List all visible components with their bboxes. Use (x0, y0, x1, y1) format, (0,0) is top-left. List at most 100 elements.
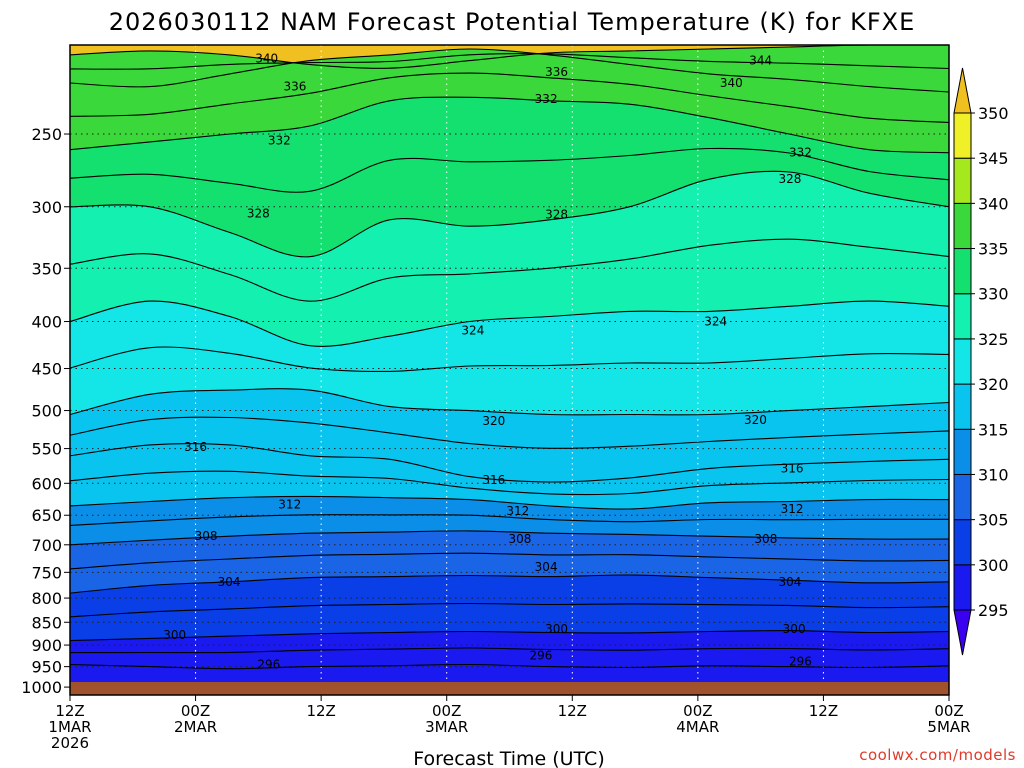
colorbar-label-345: 345 (978, 149, 1009, 168)
contour-label-296: 296 (257, 658, 280, 672)
y-tick-label-650: 650 (31, 506, 62, 525)
y-tick-label-250: 250 (31, 125, 62, 144)
y-tick-label-700: 700 (31, 536, 62, 555)
y-tick-label-800: 800 (31, 589, 62, 608)
contour-310 (70, 514, 949, 526)
x-tick-label-84-1: 5MAR (927, 718, 970, 736)
colorbar-segment-295 (953, 564, 972, 611)
y-tick-label-750: 750 (31, 563, 62, 582)
contour-314 (70, 470, 949, 496)
x-tick-label-0-1: 1MAR (48, 718, 91, 736)
contour-label-296: 296 (529, 649, 552, 663)
y-tick-label-450: 450 (31, 360, 62, 379)
credit-text: coolwx.com/models (859, 746, 1016, 764)
contour-label-308: 308 (754, 532, 777, 546)
contour-label-300: 300 (163, 628, 186, 642)
y-tick-label-550: 550 (31, 440, 62, 459)
x-tick-label-12-1: 2MAR (174, 718, 217, 736)
plot-area (70, 45, 949, 695)
colorbar-segment-325 (953, 293, 972, 340)
contour-label-328: 328 (778, 172, 801, 186)
x-tick-label-60-1: 4MAR (676, 718, 719, 736)
contour-304 (70, 574, 949, 594)
colorbar-segment-320 (953, 338, 972, 385)
contour-300 (70, 630, 949, 642)
x-tick-label-36-0: 00Z (432, 702, 461, 720)
colorbar-segment-315 (953, 383, 972, 430)
colorbar-label-305: 305 (978, 511, 1009, 530)
colorbar-label-300: 300 (978, 556, 1009, 575)
colorbar-segment-330 (953, 248, 972, 295)
contour-label-300: 300 (783, 622, 806, 636)
contour-label-300: 300 (545, 622, 568, 636)
y-tick-label-850: 850 (31, 613, 62, 632)
y-tick-label-900: 900 (31, 636, 62, 655)
contour-label-312: 312 (278, 498, 301, 512)
contour-326 (70, 238, 949, 302)
contour-330 (70, 147, 949, 193)
contour-label-304: 304 (535, 560, 558, 574)
contour-label-320: 320 (744, 413, 767, 427)
x-axis-label: Forecast Time (UTC) (413, 748, 604, 768)
contour-label-332: 332 (268, 133, 291, 147)
y-tick-label-350: 350 (31, 259, 62, 278)
plot-frame (69, 44, 950, 696)
contour-label-312: 312 (506, 504, 529, 518)
x-tick-label-60-0: 00Z (683, 702, 712, 720)
contour-label-340: 340 (255, 52, 278, 66)
colorbar-segment-340 (953, 157, 972, 204)
colorbar-label-315: 315 (978, 420, 1009, 439)
colorbar-label-340: 340 (978, 194, 1009, 213)
colorbar-segment-305 (953, 473, 972, 521)
y-tick-label-950: 950 (31, 658, 62, 677)
colorbar-label-310: 310 (978, 465, 1009, 484)
contour-312 (70, 495, 949, 510)
y-tick-label-400: 400 (31, 313, 62, 332)
colorbar-segment-310 (953, 428, 972, 475)
contour-label-336: 336 (284, 80, 307, 94)
contour-label-328: 328 (247, 206, 270, 220)
x-tick-label-48-0: 12Z (558, 702, 587, 720)
contour-label-308: 308 (195, 529, 218, 543)
contour-label-332: 332 (535, 92, 558, 106)
contour-332 (70, 96, 949, 154)
colorbar-label-335: 335 (978, 240, 1009, 259)
contour-318 (70, 416, 949, 449)
contour-label-304: 304 (218, 575, 241, 589)
y-axis: 250 300 350 400 450 500 550 600 650 700 750 800 850 9… (21, 125, 70, 697)
colorbar-segment-345 (953, 112, 972, 159)
x-tick-label-0-0: 12Z (55, 702, 84, 720)
contour-label-312: 312 (781, 502, 804, 516)
x-tick-label-24-0: 12Z (306, 702, 335, 720)
y-tick-label-1000: 1000 (21, 678, 62, 697)
colorbar-label-330: 330 (978, 285, 1009, 304)
chart-title: 2026030112 NAM Forecast Potential Temper… (109, 8, 916, 36)
contour-label-332: 332 (789, 146, 812, 160)
x-tick-label-72-0: 12Z (809, 702, 838, 720)
contour-label-304: 304 (778, 575, 801, 589)
contour-label-320: 320 (482, 414, 505, 428)
contour-label-316: 316 (184, 440, 207, 454)
y-tick-label-300: 300 (31, 198, 62, 217)
colorbar-label-325: 325 (978, 330, 1009, 349)
contour-label-324: 324 (461, 323, 484, 337)
colorbar-label-350: 350 (978, 104, 1009, 123)
color-bands (70, 45, 949, 695)
contour-306 (70, 552, 949, 570)
contour-label-316: 316 (781, 461, 804, 475)
colorbar-top-arrow (953, 67, 972, 114)
contour-320 (70, 388, 949, 416)
contour-label-296: 296 (789, 655, 812, 669)
y-tick-label-500: 500 (31, 402, 62, 421)
contour-label-316: 316 (482, 473, 505, 487)
x-tick-label-12-0: 00Z (181, 702, 210, 720)
contour-338 (70, 53, 949, 70)
x-tick-label-36-1: 3MAR (425, 718, 468, 736)
contour-328 (70, 170, 949, 258)
x-tick-label-0-2: 2026 (51, 734, 89, 752)
colorbar-label-295: 295 (978, 601, 1009, 620)
colorbar-bottom-arrow (953, 609, 972, 656)
ground-surface (70, 682, 949, 695)
